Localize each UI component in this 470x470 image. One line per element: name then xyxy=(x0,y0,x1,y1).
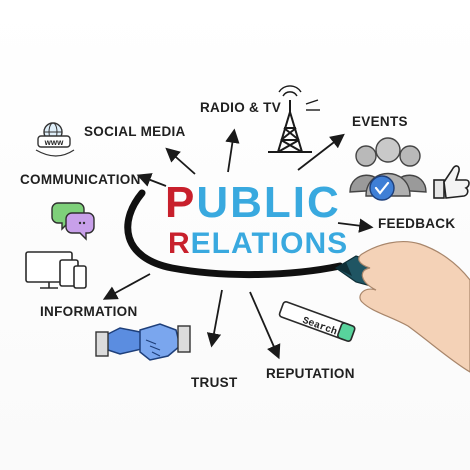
arrow-trust xyxy=(206,289,223,348)
label-events: EVENTS xyxy=(352,114,408,129)
thumbs-up-icon xyxy=(433,165,470,199)
title-line1: PUBLIC xyxy=(165,181,341,225)
label-reputation: REPUTATION xyxy=(266,366,355,381)
underline-swoosh xyxy=(124,189,344,279)
label-information: INFORMATION xyxy=(40,304,138,319)
arrow-reputation xyxy=(249,291,281,360)
search-bar-icon xyxy=(278,301,356,342)
connector-arrows xyxy=(102,128,374,360)
arrow-feedback xyxy=(337,218,374,233)
label-communication: COMMUNICATION xyxy=(20,172,141,187)
devices-icon xyxy=(25,251,87,289)
handshake-icon xyxy=(95,323,191,361)
hand-shape xyxy=(358,241,470,373)
arrow-communication xyxy=(136,173,167,187)
check-circle-icon xyxy=(369,175,395,201)
speech-bubbles-icon xyxy=(51,202,95,241)
label-radio-tv: RADIO & TV xyxy=(200,100,282,115)
title-line2-initial: R xyxy=(168,227,191,260)
globe-www-icon xyxy=(35,122,75,157)
label-feedback: FEEDBACK xyxy=(378,216,456,231)
arrow-radio-tv xyxy=(225,128,240,173)
arrow-events xyxy=(297,133,345,171)
arrow-social-media xyxy=(165,147,196,175)
title-line2: RELATIONS xyxy=(168,229,348,259)
label-social-media: SOCIAL MEDIA xyxy=(84,124,186,139)
arrow-information xyxy=(102,273,151,300)
title-line2-rest: ELATIONS xyxy=(190,227,349,260)
label-trust: TRUST xyxy=(191,375,238,390)
title-line1-initial: P xyxy=(165,178,197,227)
radio-tower-icon xyxy=(268,85,320,153)
hand-with-marker xyxy=(334,241,470,373)
globe-badge-text: www xyxy=(44,138,64,147)
title-line1-rest: UBLIC xyxy=(196,178,341,227)
